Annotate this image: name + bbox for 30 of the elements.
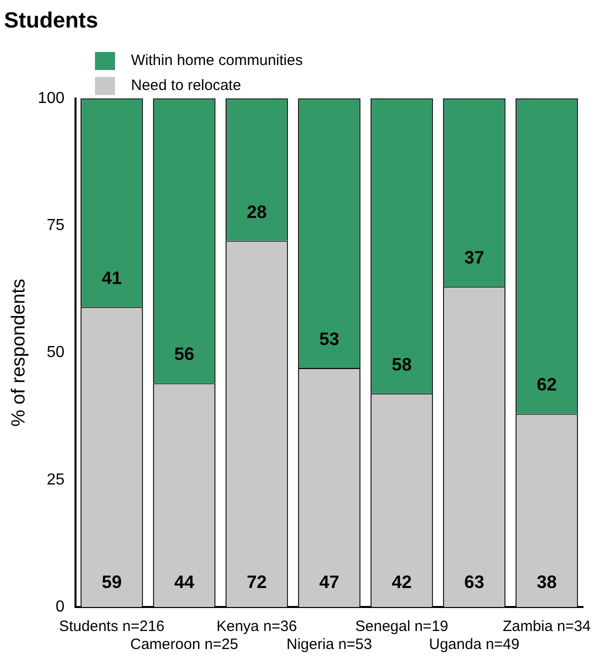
data-label: 44: [174, 572, 194, 592]
data-label: 47: [319, 572, 340, 592]
data-label: 28: [246, 202, 267, 222]
y-tick-label: 100: [38, 90, 65, 107]
data-label: 37: [464, 248, 484, 268]
data-label: 42: [392, 572, 412, 592]
legend-label: Within home communities: [131, 52, 303, 69]
y-tick-label: 50: [46, 344, 65, 362]
data-label: 41: [102, 268, 122, 288]
x-tick-label: Zambia n=34: [502, 618, 591, 636]
data-label: 63: [464, 572, 484, 592]
y-tick-label: 0: [56, 598, 65, 616]
x-tick-label: Students n=216: [58, 618, 165, 636]
y-tick-label: 75: [46, 216, 65, 234]
data-label: 58: [392, 354, 412, 374]
data-label: 62: [536, 374, 557, 395]
data-label: 59: [102, 572, 122, 592]
y-tick-label: 25: [46, 471, 65, 488]
chart-title: Students: [4, 7, 98, 32]
x-tick-label: Nigeria n=53: [286, 636, 372, 654]
data-label: 56: [174, 344, 194, 364]
data-label: 72: [246, 572, 267, 592]
data-label: 38: [536, 572, 557, 592]
y-axis-title: % of respondents: [8, 278, 30, 427]
x-tick-label: Uganda n=49: [429, 636, 520, 654]
legend-label: Need to relocate: [131, 77, 242, 94]
x-tick-label: Kenya n=36: [216, 618, 297, 636]
x-tick-label: Senegal n=19: [355, 618, 448, 636]
data-label: 53: [319, 328, 340, 349]
x-tick-label: Cameroon n=25: [130, 636, 238, 654]
